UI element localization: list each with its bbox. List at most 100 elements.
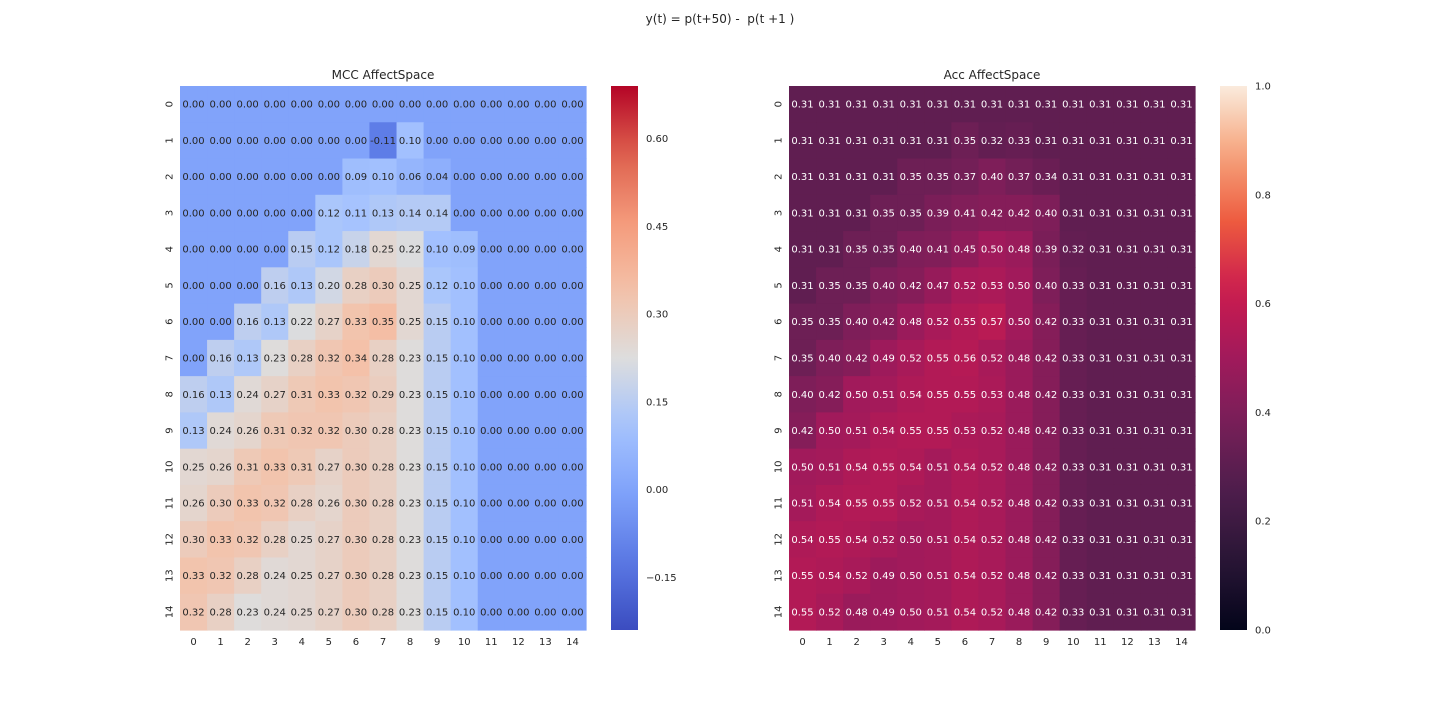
heatmap-cell — [897, 557, 925, 595]
heatmap-cell — [288, 267, 316, 305]
heatmap-cell — [558, 231, 587, 268]
cell-value-label: 0.34 — [1035, 172, 1057, 183]
heatmap-cell — [1032, 376, 1061, 413]
cell-value-label: 0.30 — [345, 535, 367, 546]
heatmap-cell — [1140, 484, 1169, 522]
heatmap-cell — [531, 122, 560, 160]
heatmap-cell — [897, 339, 925, 377]
cell-value-label: 0.13 — [209, 390, 231, 401]
cell-value-label: 0.33 — [1062, 390, 1084, 401]
cell-value-label: 0.00 — [534, 281, 556, 292]
heatmap-cell — [450, 521, 479, 559]
heatmap-cell — [870, 231, 898, 268]
cell-value-label: 0.33 — [1062, 281, 1084, 292]
heatmap-cell — [870, 484, 898, 522]
heatmap-cell — [207, 122, 235, 160]
heatmap-cell — [1086, 448, 1115, 486]
heatmap-cell — [504, 267, 533, 305]
heatmap-cell — [315, 593, 343, 631]
cell-value-label: 0.54 — [846, 462, 868, 473]
heatmap-cell — [531, 557, 560, 595]
heatmap-cell — [816, 339, 844, 377]
cell-value-label: 0.31 — [818, 172, 840, 183]
heatmap-cell — [1140, 557, 1169, 595]
cell-value-label: 0.15 — [426, 390, 448, 401]
heatmap-cell — [180, 448, 208, 486]
cell-value-label: 0.31 — [1116, 208, 1138, 219]
heatmap-cell — [1059, 339, 1088, 377]
cell-value-label: 0.23 — [399, 390, 421, 401]
heatmap-cell — [951, 339, 980, 377]
heatmap-cell — [180, 231, 208, 268]
heatmap-cell — [234, 122, 262, 160]
heatmap-cell — [396, 231, 425, 268]
x-tick-label: 3 — [881, 637, 887, 648]
heatmap-cell — [1140, 267, 1169, 305]
cell-value-label: 0.25 — [291, 571, 313, 582]
heatmap-cell — [261, 86, 289, 123]
cell-value-label: 0.55 — [954, 390, 976, 401]
cell-value-label: 0.52 — [981, 462, 1003, 473]
cell-value-label: 0.00 — [264, 172, 286, 183]
cell-value-label: 0.00 — [507, 354, 529, 365]
cell-value-label: 0.23 — [399, 571, 421, 582]
cell-value-label: 0.48 — [1008, 571, 1030, 582]
cell-value-label: 0.31 — [1143, 462, 1165, 473]
heatmap-cell — [315, 231, 343, 268]
cell-value-label: 0.16 — [237, 317, 259, 328]
heatmap-cell — [789, 194, 817, 232]
cell-value-label: 0.31 — [1116, 390, 1138, 401]
heatmap-cell — [1032, 122, 1061, 160]
cell-value-label: 0.31 — [1116, 281, 1138, 292]
cell-value-label: 0.35 — [954, 136, 976, 147]
heatmap-cell — [504, 412, 533, 450]
cell-value-label: 0.00 — [291, 208, 313, 219]
heatmap-cell — [477, 122, 506, 160]
heatmap-cell — [843, 339, 871, 377]
cell-value-label: 0.31 — [1116, 535, 1138, 546]
cell-value-label: 0.29 — [372, 390, 394, 401]
cell-value-label: 0.00 — [561, 571, 583, 582]
cell-value-label: 0.13 — [182, 426, 204, 437]
heatmap-cell — [924, 376, 952, 413]
cell-value-label: 0.00 — [534, 172, 556, 183]
cell-value-label: 0.31 — [1143, 317, 1165, 328]
heatmap-cell — [870, 521, 898, 559]
cell-value-label: 0.00 — [561, 245, 583, 256]
cell-value-label: 0.00 — [561, 499, 583, 510]
heatmap-cell — [234, 557, 262, 595]
cell-value-label: 0.00 — [480, 571, 502, 582]
cell-value-label: 0.33 — [1062, 317, 1084, 328]
cell-value-label: 0.55 — [900, 426, 922, 437]
x-tick-label: 6 — [962, 637, 968, 648]
heatmap-cell — [315, 376, 343, 413]
heatmap-cell — [342, 303, 371, 341]
cell-value-label: 0.31 — [1143, 607, 1165, 618]
x-tick-label: 12 — [1121, 637, 1134, 648]
cell-value-label: 0.31 — [791, 281, 813, 292]
cell-value-label: 0.48 — [846, 607, 868, 618]
cell-value-label: 0.18 — [345, 245, 367, 256]
heatmap-cell — [978, 521, 1007, 559]
heatmap-cell — [531, 158, 560, 196]
y-tick-label: 11 — [164, 497, 175, 510]
cell-value-label: 0.32 — [345, 390, 367, 401]
heatmap-cell — [558, 86, 587, 123]
cell-value-label: 0.31 — [1089, 426, 1111, 437]
cell-value-label: 0.56 — [954, 354, 976, 365]
cell-value-label: 0.00 — [480, 535, 502, 546]
heatmap-cell — [789, 557, 817, 595]
cell-value-label: 0.48 — [900, 317, 922, 328]
heatmap-cell — [1140, 521, 1169, 559]
heatmap-cell — [1167, 557, 1196, 595]
heatmap-cell — [423, 122, 452, 160]
heatmap-cell — [978, 194, 1007, 232]
cell-value-label: 0.31 — [873, 136, 895, 147]
heatmap-cell — [870, 194, 898, 232]
cell-value-label: 0.00 — [534, 426, 556, 437]
figure-suptitle: y(t) = p(t+50) - p(t +1 ) — [645, 12, 795, 26]
cell-value-label: 0.31 — [1143, 136, 1165, 147]
cell-value-label: 0.31 — [1170, 354, 1192, 365]
cell-value-label: 0.10 — [453, 607, 475, 618]
cell-value-label: 0.15 — [426, 571, 448, 582]
